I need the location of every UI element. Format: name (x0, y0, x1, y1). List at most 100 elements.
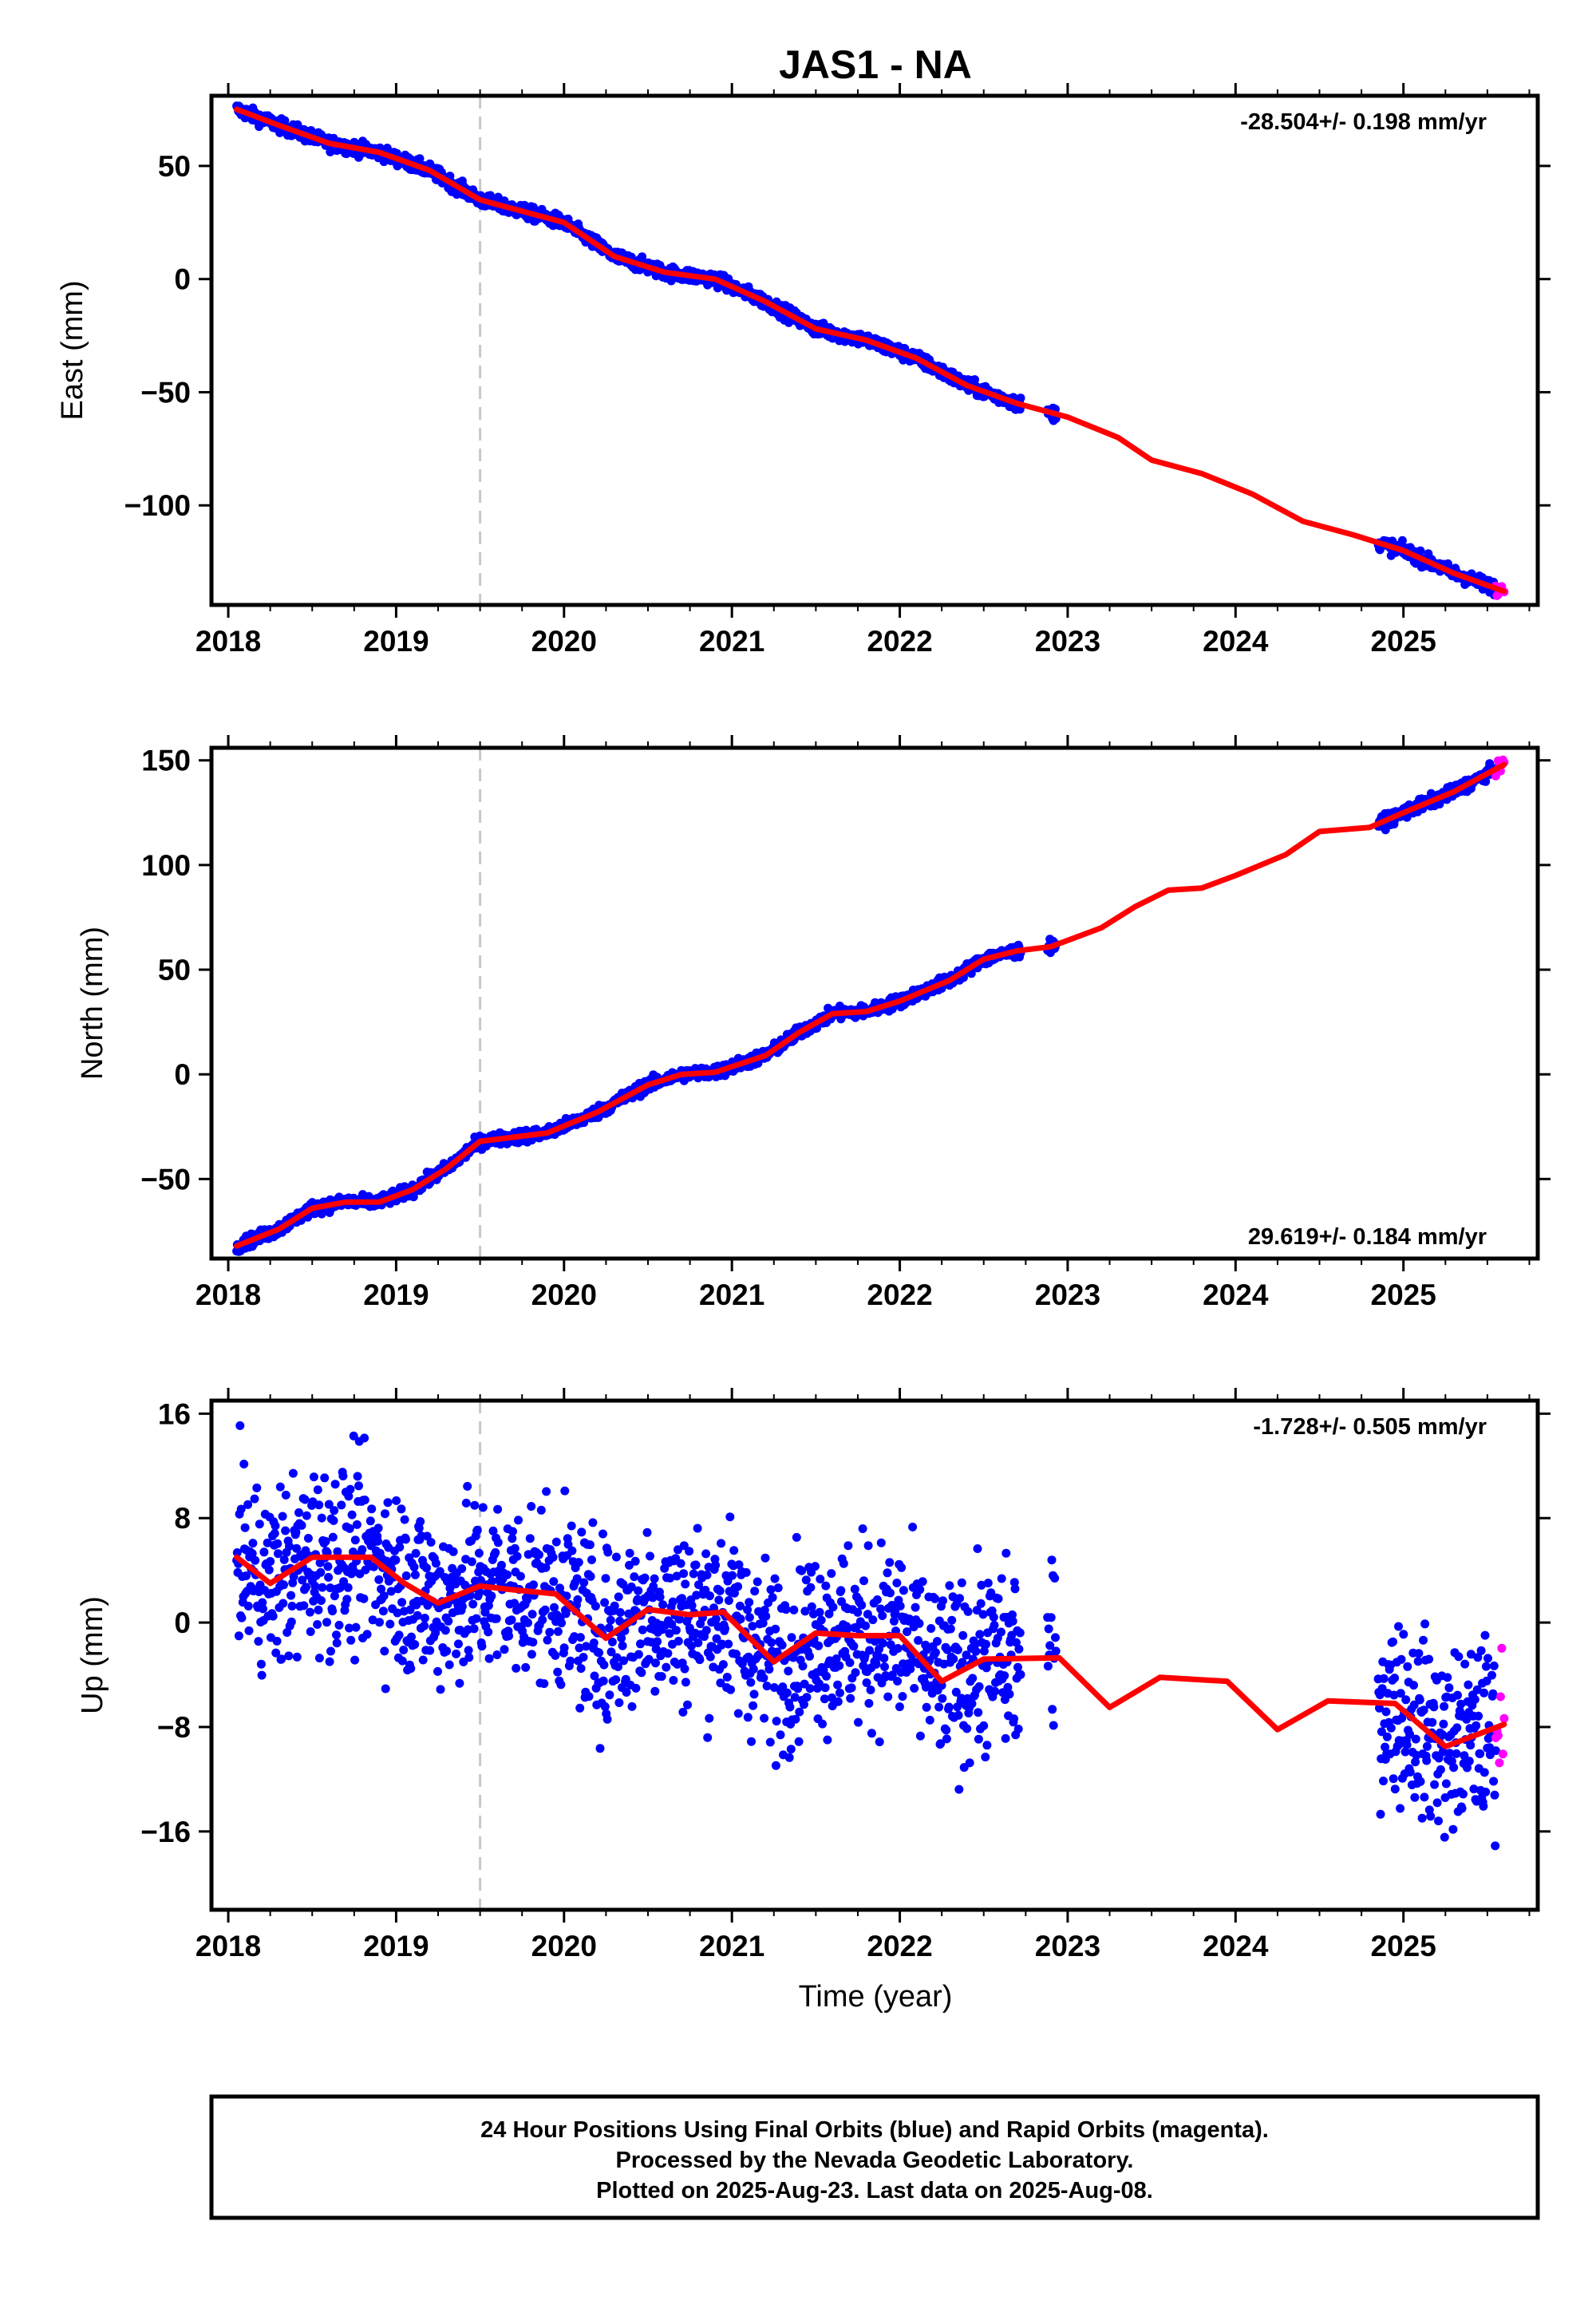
final-point (872, 1595, 882, 1604)
final-point (235, 1421, 245, 1430)
final-point (986, 1588, 996, 1598)
final-point (925, 1715, 934, 1725)
final-point (539, 1679, 549, 1689)
final-point (746, 1678, 756, 1687)
final-point (337, 1500, 346, 1510)
final-point (541, 1563, 551, 1572)
final-point (776, 1730, 785, 1740)
final-point (705, 1652, 715, 1662)
final-point (413, 1611, 422, 1620)
final-point (675, 1614, 685, 1624)
final-point (893, 1644, 903, 1653)
final-point (897, 1563, 907, 1572)
final-point (415, 154, 425, 164)
final-point (512, 1551, 522, 1561)
final-point (1426, 1812, 1436, 1821)
final-point (724, 1596, 733, 1605)
final-point (694, 1580, 703, 1590)
final-point (435, 1567, 444, 1576)
final-point (254, 1637, 263, 1646)
final-point (876, 1538, 886, 1547)
final-point (915, 1731, 925, 1741)
final-point (892, 1579, 902, 1587)
final-point (440, 1626, 450, 1635)
final-point (401, 1535, 410, 1544)
final-point (693, 1638, 703, 1647)
final-point (678, 1707, 688, 1717)
final-point (251, 1555, 260, 1565)
final-point (936, 1739, 946, 1749)
final-point (895, 1702, 904, 1712)
final-point (799, 1700, 808, 1709)
final-point (1481, 777, 1491, 786)
final-point (1010, 1584, 1020, 1594)
final-point (279, 1555, 289, 1564)
final-point (493, 1538, 503, 1547)
final-point (815, 1607, 824, 1617)
east-model-curve (234, 106, 1507, 595)
final-point (243, 1500, 253, 1509)
final-point (1397, 536, 1407, 545)
final-point (979, 1646, 989, 1656)
final-point (942, 1725, 951, 1735)
final-point (306, 1607, 314, 1617)
final-point (527, 1650, 536, 1659)
final-point (695, 1655, 705, 1665)
final-point (1050, 1574, 1060, 1583)
final-point (410, 1570, 420, 1579)
final-point (302, 1583, 311, 1592)
final-point (1414, 1649, 1424, 1658)
final-point (237, 1613, 247, 1622)
final-point (858, 1524, 867, 1533)
final-point (736, 1614, 745, 1624)
final-point (1416, 1777, 1425, 1786)
final-point (705, 1591, 714, 1601)
final-point (492, 1614, 501, 1623)
final-point (657, 1672, 666, 1682)
final-point (651, 1658, 660, 1668)
final-point (442, 1646, 452, 1656)
final-point (349, 1547, 358, 1557)
final-point (971, 1646, 981, 1656)
final-point (610, 1601, 619, 1611)
final-point (790, 1693, 800, 1702)
final-point (850, 1584, 859, 1594)
final-point (309, 1472, 318, 1482)
final-point (994, 1594, 1003, 1603)
final-point (735, 1601, 745, 1611)
final-point (818, 1719, 828, 1729)
final-point (1409, 1681, 1418, 1690)
final-point (777, 1640, 787, 1650)
final-point (718, 1660, 728, 1670)
final-point (378, 1607, 388, 1616)
final-point (259, 1604, 267, 1614)
final-point (529, 1580, 538, 1590)
final-point (926, 1624, 936, 1633)
final-point (386, 1587, 396, 1596)
final-point (669, 1676, 678, 1685)
final-point (801, 1575, 811, 1585)
final-point (800, 1607, 810, 1616)
final-point (759, 1674, 768, 1682)
final-point (330, 1591, 339, 1601)
final-point (316, 1567, 326, 1577)
final-point (538, 1615, 547, 1625)
final-point (662, 1662, 671, 1672)
final-point (550, 1603, 559, 1612)
final-point (584, 1692, 594, 1701)
final-point (814, 1641, 824, 1650)
final-point (503, 1570, 512, 1579)
final-point (650, 1686, 660, 1696)
final-point (679, 1569, 689, 1579)
final-point (579, 1578, 589, 1587)
final-point (680, 1664, 689, 1674)
final-point (791, 1714, 800, 1724)
final-point (328, 1607, 338, 1616)
final-point (678, 1594, 686, 1603)
final-point (1043, 1662, 1053, 1671)
final-point (553, 1667, 563, 1677)
final-point (802, 1693, 812, 1702)
final-point (523, 1618, 532, 1627)
final-point (270, 1528, 279, 1538)
final-point (793, 1684, 803, 1694)
